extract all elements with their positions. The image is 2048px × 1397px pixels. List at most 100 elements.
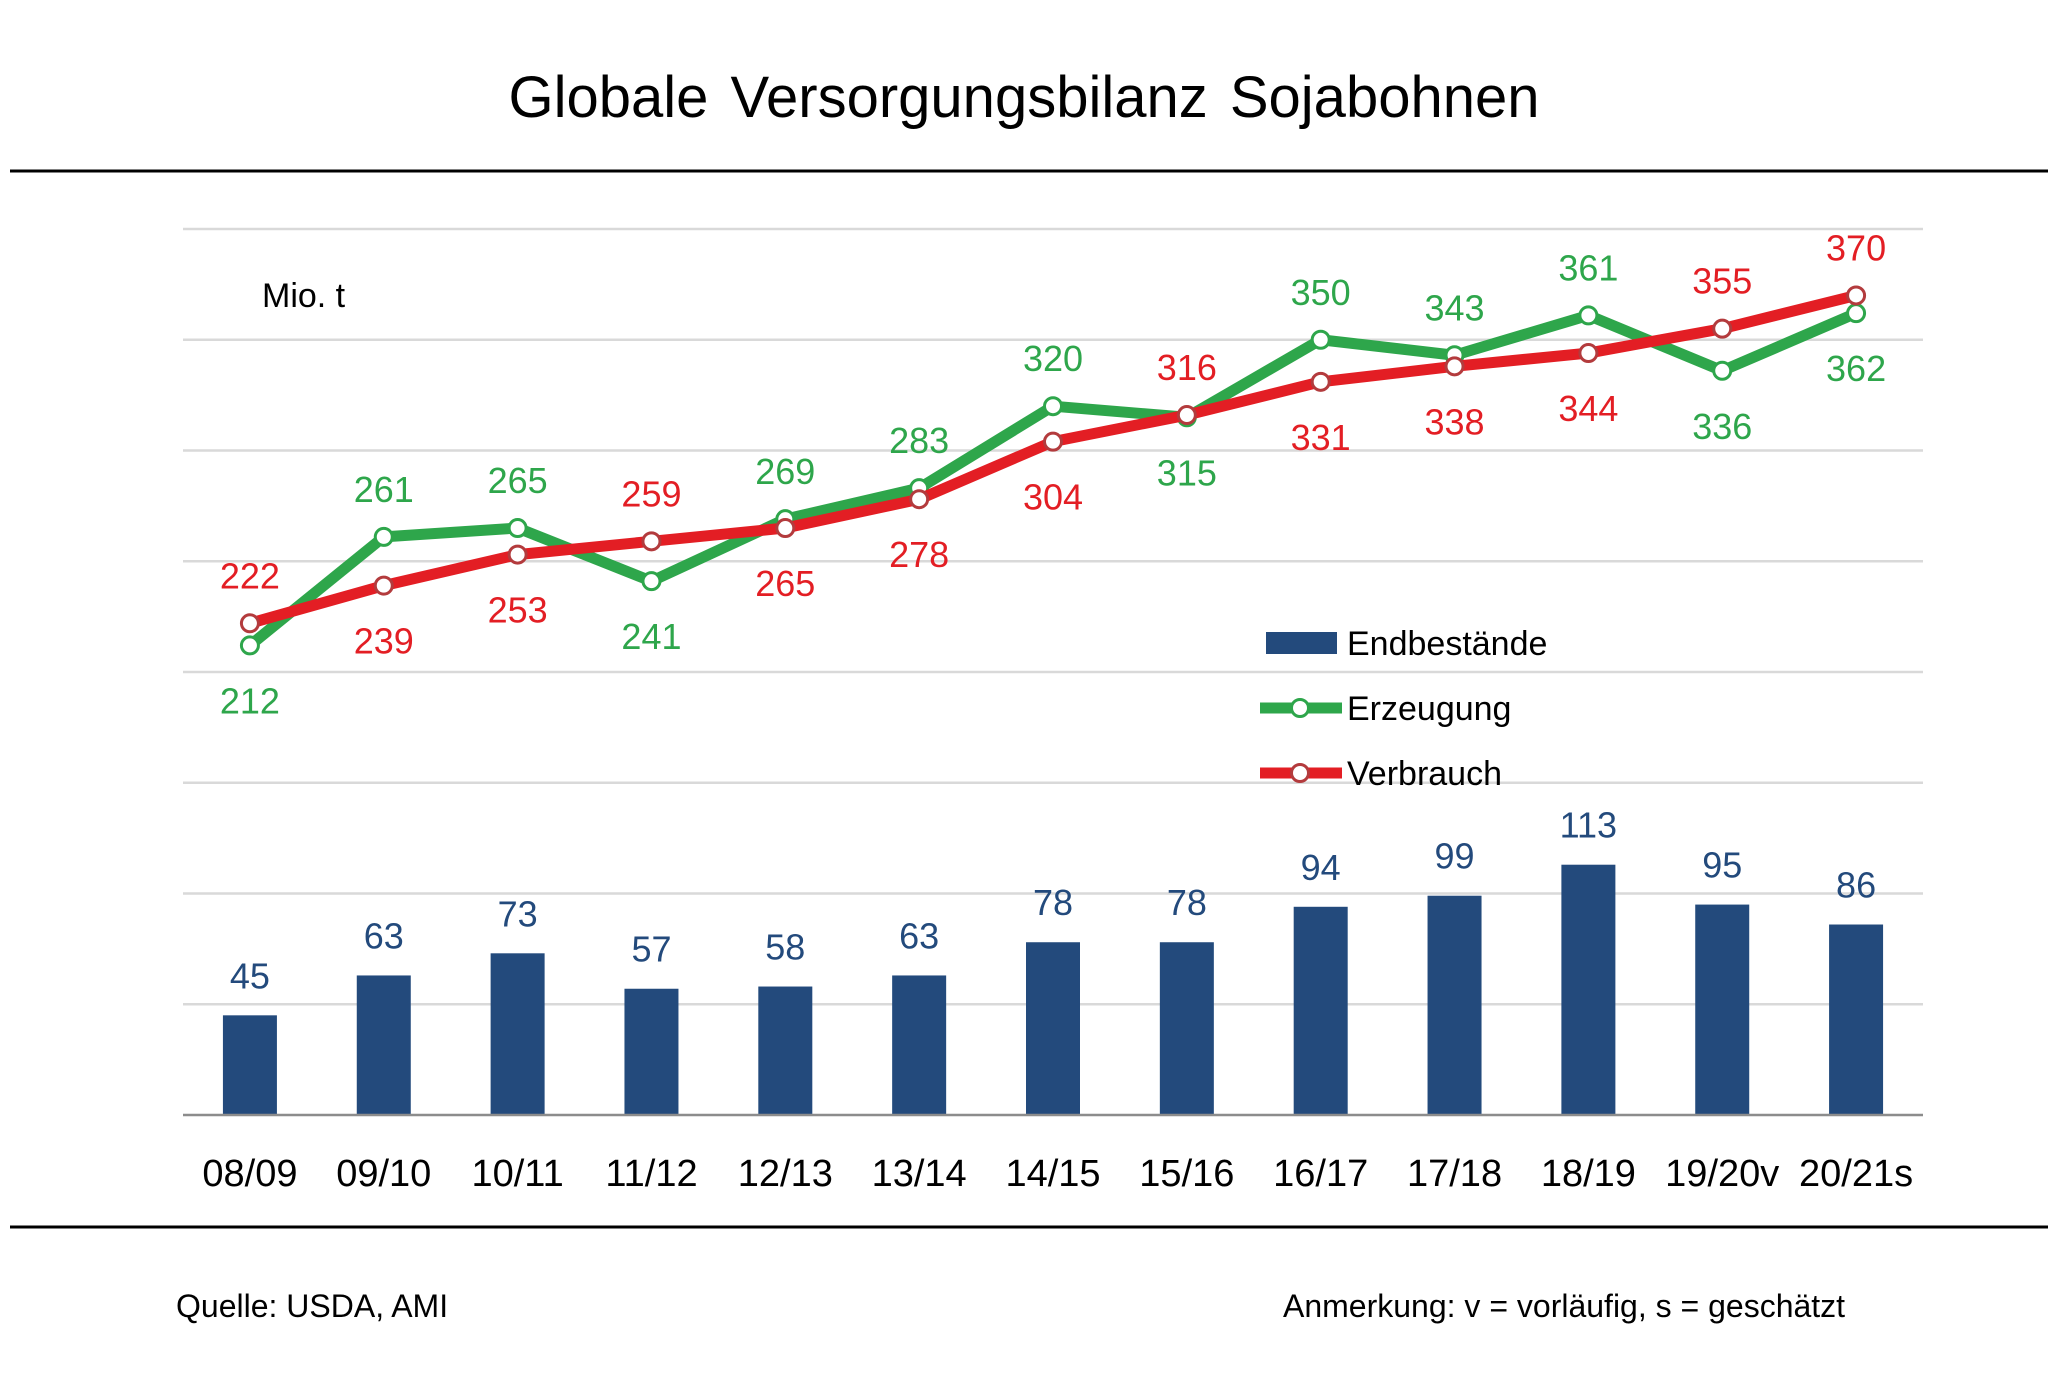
abbreviation-note: Anmerkung: v = vorläufig, s = geschätzt [1283, 1288, 1845, 1324]
point-label-erzeugung: 212 [220, 680, 280, 721]
x-tick-label: 08/09 [202, 1153, 297, 1195]
x-tick-label: 09/10 [336, 1153, 431, 1195]
marker-verbrauch [373, 575, 394, 596]
point-label-erzeugung: 336 [1692, 406, 1752, 447]
bar-endbestaende [1026, 942, 1080, 1115]
x-tick-label: 12/13 [738, 1153, 833, 1195]
bar-value-label: 45 [230, 955, 270, 996]
bar-endbestaende [1293, 906, 1348, 1115]
bar-value-label: 99 [1435, 836, 1475, 877]
x-tick-label: 16/17 [1273, 1153, 1368, 1195]
marker-erzeugung [239, 635, 260, 656]
line-series [239, 285, 1867, 656]
point-label-erzeugung: 343 [1424, 287, 1484, 328]
bar-endbestaende [758, 986, 813, 1115]
source-note: Quelle: USDA, AMI [176, 1288, 448, 1324]
marker-erzeugung [507, 518, 528, 539]
point-label-verbrauch: 338 [1424, 401, 1484, 442]
bar-endbestaende [1695, 904, 1750, 1115]
x-tick-label: 20/21s [1799, 1153, 1913, 1195]
point-label-verbrauch: 239 [354, 621, 414, 662]
point-label-erzeugung: 283 [889, 420, 949, 461]
point-label-verbrauch: 278 [889, 534, 949, 575]
bar-value-label: 58 [765, 927, 805, 968]
bar-series-endbestaende [222, 864, 1884, 1115]
legend-item-endbestaende: Endbestände [1266, 625, 1547, 663]
line-series-verbrauch [239, 285, 1867, 634]
point-label-verbrauch: 370 [1826, 227, 1886, 268]
legend: Endbestände Erzeugung Verbrauch [1260, 625, 1547, 793]
legend-item-verbrauch: Verbrauch [1260, 755, 1502, 793]
marker-verbrauch [1712, 318, 1733, 339]
legend-marker-verbrauch [1290, 763, 1310, 783]
x-axis-tick-labels: 08/09 09/10 10/11 11/12 12/13 13/14 14/15 15/16… [202, 1153, 1913, 1195]
bar-endbestaende [490, 953, 545, 1115]
point-label-verbrauch: 331 [1291, 417, 1351, 458]
marker-erzeugung [1578, 305, 1599, 326]
bar-value-label: 78 [1033, 882, 1073, 923]
point-label-erzeugung: 320 [1023, 338, 1083, 379]
point-label-erzeugung: 362 [1826, 348, 1886, 389]
marker-verbrauch [641, 531, 662, 552]
bar-value-label: 57 [631, 929, 671, 970]
bar-value-label: 95 [1702, 845, 1742, 886]
chart-title: Globale Versorgungsbilanz Sojabohnen [509, 65, 1540, 130]
marker-verbrauch [239, 613, 260, 634]
point-label-verbrauch: 265 [755, 563, 815, 604]
point-label-verbrauch: 355 [1692, 261, 1752, 302]
marker-verbrauch [1043, 431, 1063, 452]
marker-erzeugung [1310, 329, 1331, 350]
bar-value-label: 78 [1167, 882, 1207, 923]
point-label-erzeugung: 261 [354, 469, 414, 510]
bar-value-label: 94 [1301, 847, 1341, 888]
x-tick-label: 11/12 [605, 1153, 697, 1195]
marker-erzeugung [1712, 360, 1733, 381]
bar-endbestaende [1829, 924, 1884, 1115]
bar-value-label: 63 [899, 915, 939, 956]
bar-endbestaende [1427, 895, 1482, 1115]
marker-verbrauch [775, 518, 796, 539]
point-label-verbrauch: 344 [1558, 388, 1618, 429]
bar-endbestaende [624, 988, 679, 1115]
bar-value-label: 63 [364, 915, 404, 956]
legend-item-erzeugung: Erzeugung [1260, 690, 1511, 728]
point-label-erzeugung: 315 [1157, 452, 1217, 493]
point-label-verbrauch: 316 [1157, 347, 1217, 388]
bar-endbestaende [356, 975, 411, 1115]
x-tick-label: 13/14 [872, 1153, 967, 1195]
marker-erzeugung [373, 526, 394, 547]
marker-verbrauch [1310, 371, 1331, 392]
point-label-erzeugung: 361 [1558, 247, 1618, 288]
marker-erzeugung [1043, 396, 1063, 417]
bar-endbestaende [1561, 864, 1616, 1115]
bar-value-label: 73 [498, 893, 538, 934]
point-label-verbrauch: 222 [220, 555, 280, 596]
point-label-verbrauch: 253 [488, 590, 548, 631]
point-label-verbrauch: 259 [621, 473, 681, 514]
data-labels: 45 63 73 57 58 63 78 78 94 99 113 95 86 212 261 265 241 2… [220, 227, 1886, 996]
x-tick-label: 19/20v [1665, 1153, 1779, 1195]
point-label-erzeugung: 269 [755, 451, 815, 492]
marker-verbrauch [507, 544, 528, 565]
x-tick-label: 18/19 [1541, 1153, 1636, 1195]
legend-marker-erzeugung [1290, 698, 1310, 718]
point-label-verbrauch: 304 [1023, 477, 1083, 518]
marker-verbrauch [1176, 405, 1197, 426]
marker-verbrauch [909, 489, 930, 510]
bar-endbestaende [892, 975, 947, 1115]
x-tick-label: 17/18 [1407, 1153, 1502, 1195]
marker-erzeugung [641, 571, 662, 592]
point-label-erzeugung: 241 [621, 616, 681, 657]
x-tick-label: 14/15 [1005, 1153, 1100, 1195]
marker-verbrauch [1578, 343, 1599, 364]
legend-label-verbrauch: Verbrauch [1347, 755, 1502, 793]
point-label-erzeugung: 265 [488, 460, 548, 501]
bar-endbestaende [222, 1015, 277, 1115]
x-tick-label: 10/11 [471, 1153, 563, 1195]
marker-verbrauch [1846, 285, 1867, 306]
marker-erzeugung [1846, 303, 1867, 324]
legend-swatch-bar [1266, 632, 1337, 654]
y-axis-unit-label: Mio. t [262, 277, 346, 315]
bar-value-label: 86 [1836, 865, 1876, 906]
